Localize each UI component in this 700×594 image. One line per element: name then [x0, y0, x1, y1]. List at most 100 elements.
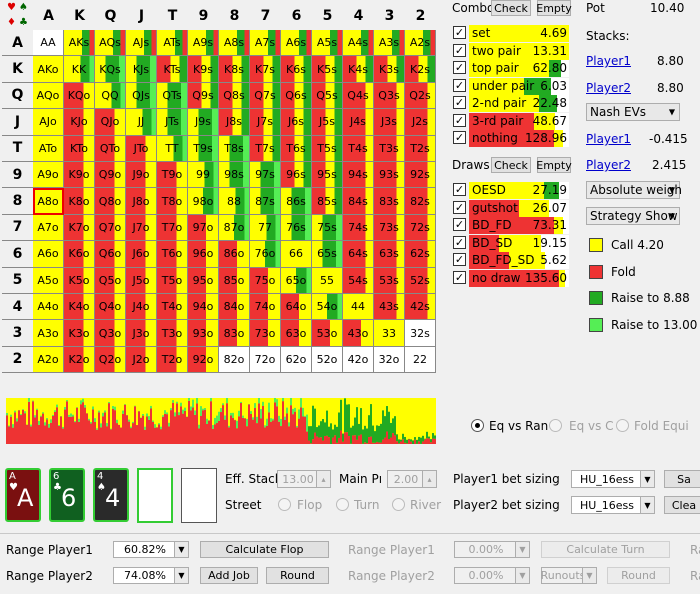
hand-cell[interactable]: A4s: [343, 30, 374, 57]
hand-cell[interactable]: 77: [250, 214, 281, 242]
eq-vs-range-radio[interactable]: [471, 419, 484, 432]
hand-cell[interactable]: J8s: [219, 109, 250, 136]
hand-cell[interactable]: K9o: [64, 162, 95, 189]
hand-cell[interactable]: K6o: [64, 241, 95, 268]
hand-cell[interactable]: AJo: [33, 109, 64, 136]
hand-cell[interactable]: T8o: [157, 188, 188, 215]
hand-cell[interactable]: 98o: [188, 188, 219, 215]
ev-player2-link[interactable]: Player2: [586, 158, 631, 172]
add-job-button[interactable]: Add Job: [200, 567, 258, 584]
combo-empty-button[interactable]: Empty: [536, 0, 572, 16]
hand-cell[interactable]: A8s: [219, 30, 250, 57]
hand-cell[interactable]: 96s: [281, 162, 312, 189]
hand-cell[interactable]: 83s: [374, 188, 405, 215]
calculate-turn-button[interactable]: Calculate Turn: [541, 541, 670, 558]
hand-cell[interactable]: 65s: [312, 241, 343, 268]
eff-stack-spinbox[interactable]: 13.00 ▴: [277, 470, 331, 488]
hand-cell[interactable]: K7s: [250, 56, 281, 83]
hand-cell[interactable]: T2o: [157, 346, 188, 374]
hand-cell[interactable]: Q8o: [95, 188, 126, 215]
hand-cell[interactable]: AA: [33, 30, 64, 57]
hand-cell[interactable]: 72s: [405, 214, 436, 242]
hand-cell[interactable]: 42s: [405, 294, 436, 321]
hand-cell[interactable]: T3s: [374, 135, 405, 162]
checkbox-top-pair[interactable]: ✓: [453, 61, 466, 74]
hand-cell[interactable]: 94o: [188, 294, 219, 321]
hand-cell[interactable]: T9o: [157, 162, 188, 189]
hand-cell[interactable]: AQo: [33, 82, 64, 110]
hand-cell[interactable]: 76s: [281, 214, 312, 242]
board-card[interactable]: 6 ♣ 6: [49, 468, 85, 522]
hand-cell[interactable]: 66: [281, 241, 312, 268]
hand-cell[interactable]: 33: [374, 320, 405, 347]
hand-cell[interactable]: JTs: [157, 109, 188, 136]
range-player1-dropdown[interactable]: 60.82% ▼: [113, 541, 189, 558]
hand-cell[interactable]: KJo: [64, 109, 95, 136]
checkbox-oesd[interactable]: ✓: [453, 183, 466, 196]
hand-cell[interactable]: 72o: [250, 346, 281, 374]
fold-equity-radio[interactable]: [616, 419, 629, 432]
hand-cell[interactable]: 64s: [343, 241, 374, 268]
hand-cell[interactable]: A4o: [33, 294, 64, 321]
draws-check-button[interactable]: Check: [491, 157, 531, 173]
hand-cell[interactable]: 97o: [188, 214, 219, 242]
hand-cell[interactable]: QJo: [95, 109, 126, 136]
hand-cell[interactable]: K8o: [64, 188, 95, 215]
hand-cell[interactable]: A7o: [33, 214, 64, 242]
hand-cell[interactable]: KTo: [64, 135, 95, 162]
hand-cell[interactable]: J9s: [188, 109, 219, 136]
hand-cell[interactable]: Q7o: [95, 214, 126, 242]
hand-cell[interactable]: T2s: [405, 135, 436, 162]
hand-cell[interactable]: J3s: [374, 109, 405, 136]
hand-cell[interactable]: 86s: [281, 188, 312, 215]
hand-cell[interactable]: J8o: [126, 188, 157, 215]
hand-cell[interactable]: JJ: [126, 109, 157, 136]
ev-player1-link[interactable]: Player1: [586, 132, 631, 146]
checkbox-2-nd-pair[interactable]: ✓: [453, 96, 466, 109]
hand-cell[interactable]: K4s: [343, 56, 374, 83]
checkbox-set[interactable]: ✓: [453, 26, 466, 39]
checkbox-no-draw[interactable]: ✓: [453, 270, 466, 284]
hand-cell[interactable]: J9o: [126, 162, 157, 189]
hand-cell[interactable]: T7s: [250, 135, 281, 162]
hand-cell[interactable]: 82s: [405, 188, 436, 215]
hand-cell[interactable]: 52s: [405, 267, 436, 294]
hand-cell[interactable]: K3o: [64, 320, 95, 347]
hand-cell[interactable]: A9o: [33, 162, 64, 189]
eq-vs-combo-radio[interactable]: [549, 419, 562, 432]
river-card-slot[interactable]: [181, 468, 217, 523]
hand-cell[interactable]: 43o: [343, 320, 374, 347]
hand-cell[interactable]: J2s: [405, 109, 436, 136]
save-button[interactable]: Sa: [664, 470, 700, 488]
ev-mode-dropdown[interactable]: Nash EVs ▼: [586, 103, 680, 121]
street-river-radio[interactable]: [392, 498, 405, 511]
hand-cell[interactable]: 75o: [250, 267, 281, 294]
hand-cell[interactable]: Q5o: [95, 267, 126, 294]
hand-cell[interactable]: 82o: [219, 346, 250, 374]
hand-cell[interactable]: 54o: [312, 294, 343, 321]
hand-cell[interactable]: 93o: [188, 320, 219, 347]
hand-cell[interactable]: 99: [188, 162, 219, 189]
hand-cell[interactable]: 62o: [281, 346, 312, 374]
checkbox-gutshot[interactable]: ✓: [453, 200, 466, 214]
hand-cell[interactable]: T4s: [343, 135, 374, 162]
hand-cell[interactable]: QTs: [157, 82, 188, 110]
hand-cell[interactable]: ATs: [157, 30, 188, 57]
hand-cell[interactable]: A6s: [281, 30, 312, 57]
hand-cell[interactable]: 55: [312, 267, 343, 294]
hand-cell[interactable]: 84o: [219, 294, 250, 321]
street-turn-radio[interactable]: [336, 498, 349, 511]
hand-cell[interactable]: J5s: [312, 109, 343, 136]
hand-cell[interactable]: T5s: [312, 135, 343, 162]
checkbox-3-rd-pair[interactable]: ✓: [453, 113, 466, 127]
hand-cell[interactable]: 62s: [405, 241, 436, 268]
hand-cell[interactable]: Q9o: [95, 162, 126, 189]
range-player1-dropdown-b[interactable]: 0.00% ▼: [454, 541, 530, 558]
checkbox-bd-fd-sd[interactable]: ✓: [453, 253, 466, 266]
hand-cell[interactable]: T5o: [157, 267, 188, 294]
hand-cell[interactable]: A2o: [33, 346, 64, 374]
hand-cell[interactable]: 44: [343, 294, 374, 321]
hand-cell[interactable]: 73o: [250, 320, 281, 347]
runouts-dropdown[interactable]: Runouts ▼: [541, 567, 597, 584]
combo-check-button[interactable]: Check: [491, 0, 531, 16]
